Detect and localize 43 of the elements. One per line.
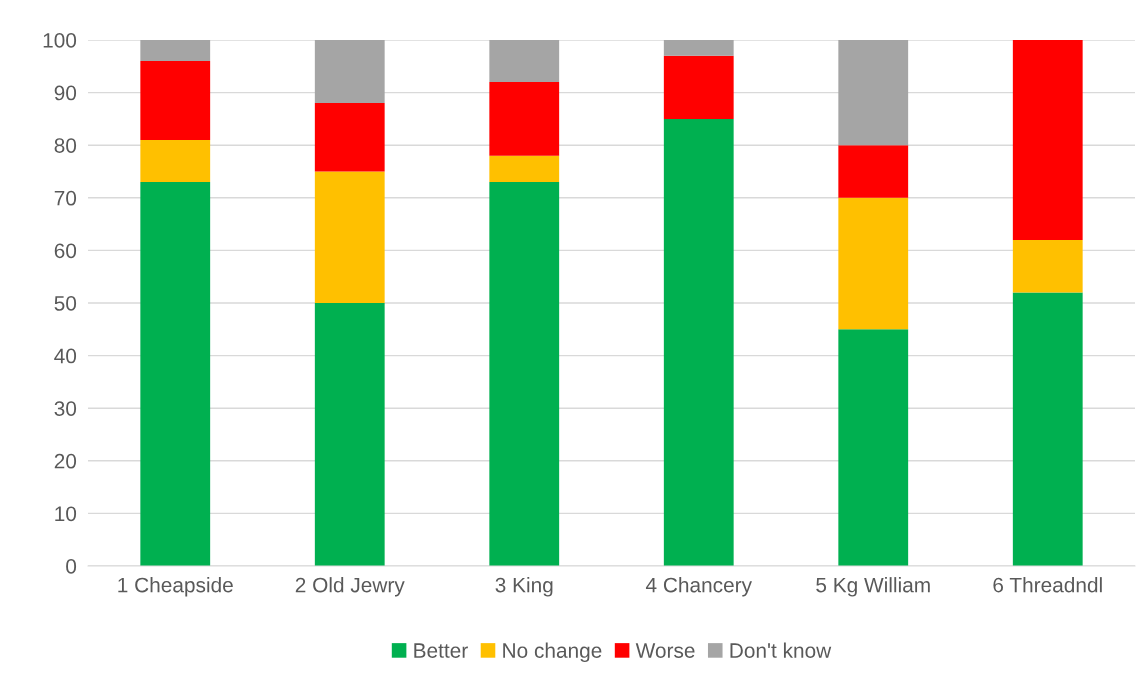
bar [663, 118, 734, 566]
y-tick-label: 60 [54, 243, 77, 259]
bar [838, 40, 909, 146]
legend-label: Worse [635, 643, 695, 658]
y-tick-label: 70 [54, 190, 77, 206]
bar [314, 103, 385, 172]
bar [489, 182, 560, 566]
x-tick-label: 2 Old Jewry [295, 577, 405, 597]
y-tick-label: 40 [54, 348, 77, 364]
bar [314, 40, 385, 104]
bar [314, 303, 385, 566]
bar [663, 40, 734, 56]
x-tick-label: 1 Cheapside [118, 577, 233, 597]
legend-label: No change [503, 642, 602, 663]
x-tick-label: 6 Threadndl [993, 577, 1102, 593]
bar [489, 155, 560, 183]
bar [140, 139, 211, 183]
bar [489, 82, 560, 156]
bar [314, 171, 385, 303]
bar [140, 40, 211, 62]
bar [1012, 292, 1083, 566]
x-tick-label: 5 Kg William [816, 577, 930, 597]
bar [838, 197, 909, 330]
legend-label: Better [414, 643, 468, 658]
bar [1012, 40, 1083, 240]
bar [838, 329, 909, 566]
y-tick-label: 10 [55, 506, 77, 522]
x-tick-label: 4 Chancery [645, 577, 752, 597]
bar [663, 55, 734, 119]
y-tick-label: 20 [54, 453, 77, 469]
y-tick-label: 50 [54, 296, 77, 311]
y-tick-label: 90 [54, 85, 77, 101]
bar [140, 61, 211, 140]
y-tick-label: 80 [54, 138, 77, 153]
bar [1012, 239, 1083, 293]
bar [140, 182, 211, 566]
y-tick-label: 100 [43, 33, 77, 48]
y-tick-label: 30 [54, 401, 77, 416]
x-tick-label: 3 King [495, 577, 553, 597]
legend-label: Don't know [730, 642, 832, 658]
bar [838, 145, 909, 198]
y-tick-label: 0 [66, 559, 77, 574]
bar [489, 40, 560, 83]
